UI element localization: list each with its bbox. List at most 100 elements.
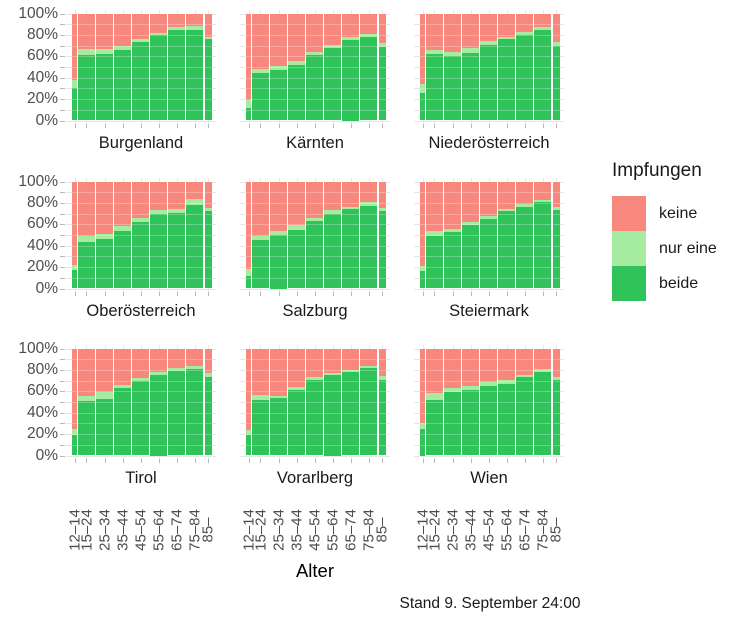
- x-axis-tick-label: 25–34: [270, 509, 288, 551]
- bar-segment-keine: [72, 13, 78, 80]
- y-axis-tick-label: 60%: [26, 382, 58, 400]
- bar-separator: [533, 13, 535, 121]
- bar-segment-beide: [497, 211, 516, 289]
- gridline-overlay: [420, 369, 560, 371]
- bar-separator: [148, 181, 151, 289]
- bar-segment-nur-eine: [269, 395, 288, 398]
- gridline-overlay: [420, 88, 560, 90]
- bar-segment-beide: [551, 379, 560, 456]
- y-axis-tick: [60, 423, 65, 425]
- bar-segment-beide: [72, 270, 78, 289]
- x-axis-tick: [248, 292, 250, 296]
- bar-segment-keine: [443, 348, 462, 389]
- y-axis-tick-label: 20%: [26, 90, 58, 108]
- bar-segment-beide: [167, 29, 186, 121]
- bar-segment-nur-eine: [287, 60, 306, 65]
- gridline-overlay: [72, 88, 212, 90]
- gridline-overlay: [420, 67, 560, 68]
- bar-segment-keine: [185, 13, 204, 27]
- facet-label-vorarlberg: Vorarlberg: [276, 469, 354, 487]
- bar-segment-nur-eine: [149, 372, 168, 376]
- bar-segment-nur-eine: [341, 369, 360, 373]
- gridline-overlay: [420, 277, 560, 279]
- y-axis-tick-label: 100%: [18, 4, 58, 22]
- bar-segment-beide: [246, 107, 252, 121]
- bar-separator: [76, 181, 79, 289]
- bar-separator: [496, 13, 499, 121]
- x-axis-tick: [381, 292, 383, 296]
- bar-segment-beide: [341, 209, 360, 289]
- bar-segment-keine: [420, 348, 426, 424]
- gridline-overlay: [420, 402, 560, 403]
- x-axis-tick-label: 25–34: [96, 509, 114, 551]
- bar-segment-beide: [425, 236, 444, 289]
- bar-segment-keine: [251, 348, 270, 395]
- facet-label-wien: Wien: [470, 469, 508, 487]
- y-axis-tick: [60, 434, 65, 436]
- bar-segment-keine: [246, 181, 252, 270]
- bar-segment-beide: [443, 231, 462, 289]
- x-axis-tick: [86, 292, 88, 296]
- gridline-overlay: [246, 99, 386, 101]
- bar-segment-beide: [149, 213, 168, 289]
- bar-segment-keine: [341, 181, 360, 208]
- bar-separator: [112, 348, 115, 456]
- bar-segment-beide: [251, 240, 270, 289]
- bar-separator: [478, 181, 481, 289]
- bar-segment-beide: [359, 37, 378, 121]
- bar-separator: [377, 13, 379, 121]
- bar-segment-keine: [149, 181, 168, 211]
- bar-segment-beide: [323, 213, 342, 289]
- bar-segment-keine: [551, 348, 560, 378]
- bar-segment-beide: [113, 49, 132, 121]
- y-axis-tick: [60, 455, 65, 457]
- y-axis-tick-label: 80%: [26, 25, 58, 43]
- x-axis-tick-label: 35–44: [288, 509, 306, 551]
- gridline-overlay: [72, 423, 212, 425]
- bar-separator: [268, 348, 271, 456]
- bar-separator: [341, 13, 343, 121]
- x-axis-tick-label: 65–74: [516, 509, 534, 551]
- bar-segment-nur-eine: [72, 79, 78, 89]
- bar-segment-keine: [246, 13, 252, 101]
- bar-separator: [185, 13, 187, 121]
- bar-separator: [478, 13, 481, 121]
- bar-segment-keine: [305, 13, 324, 53]
- gridline-overlay: [72, 380, 212, 382]
- x-axis-tick: [332, 292, 334, 296]
- bar-separator: [250, 348, 253, 456]
- bar-separator: [148, 348, 151, 456]
- bar-segment-keine: [203, 13, 212, 38]
- y-axis-tick: [60, 45, 65, 47]
- bar-segment-nur-eine: [443, 228, 462, 232]
- x-axis-tick: [278, 292, 280, 296]
- gridline-overlay: [246, 192, 386, 194]
- facet-panel-karnten: [240, 10, 390, 124]
- y-axis-tick: [60, 235, 65, 236]
- x-axis-tick: [314, 459, 316, 463]
- bar-segment-nur-eine: [341, 37, 360, 41]
- x-axis-tick: [278, 459, 280, 463]
- bar-segment-keine: [420, 181, 426, 267]
- gridline-overlay: [420, 391, 560, 393]
- bar-segment-beide: [203, 211, 212, 289]
- bar-segment-nur-eine: [246, 269, 252, 276]
- x-axis-tick: [314, 124, 316, 128]
- bar-separator: [112, 13, 115, 121]
- bar-separator: [286, 181, 289, 289]
- bar-segment-nur-eine: [479, 41, 498, 45]
- x-axis-tick-label: 35–44: [462, 509, 480, 551]
- bar-segment-keine: [287, 348, 306, 388]
- gridline-overlay: [420, 412, 560, 414]
- bar-separator: [304, 348, 307, 456]
- bar-segment-keine: [323, 181, 342, 211]
- bar-segment-keine: [167, 13, 186, 28]
- bar-segment-keine: [113, 13, 132, 46]
- bar-segment-nur-eine: [185, 365, 204, 369]
- x-axis-tick: [158, 124, 160, 128]
- x-axis-tick: [470, 459, 472, 463]
- bar-separator: [424, 181, 427, 289]
- y-axis-tick: [60, 77, 65, 79]
- x-axis-tick: [104, 292, 106, 296]
- y-axis-tick: [60, 99, 65, 101]
